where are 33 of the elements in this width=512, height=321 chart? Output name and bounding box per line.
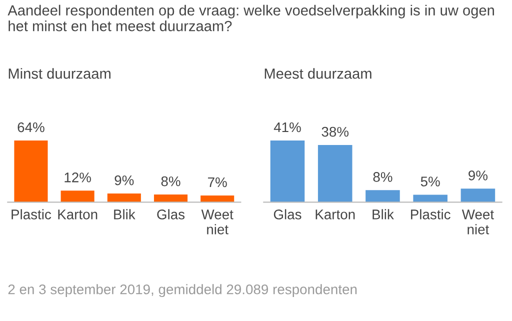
text: 2 en 3 september 2019, gemiddeld 29.089 respondenten [8,284,357,298]
chart-subtitle: Minst duurzaam [8,68,110,79]
data-label: 5% [420,176,440,186]
bar [366,190,400,202]
data-label: 12% [64,172,91,182]
bar [107,194,141,202]
bar [60,190,94,202]
data-label: 9% [468,170,488,180]
data-label: 8% [161,176,180,186]
data-label: 41% [274,122,301,132]
data-label: 9% [114,175,134,186]
x-tick-label: Glas [157,209,185,220]
data-label: 8% [373,172,392,182]
data-label: 64% [18,122,44,132]
data-label: 38% [322,126,349,137]
x-tick-label: Plastic [12,209,52,220]
x-tick-label: Karton [58,210,98,220]
chart-subtitle: Meest duurzaam [264,68,372,79]
chart-title: Aandeel respondenten op de vraag: welke voedselverpakking is in uw ogen het minst en het meest duurzaam? [8,4,494,32]
x-tick-label: Weet niet [462,210,494,234]
x-tick-label: Blik [114,209,136,220]
x-tick-label: Plastic [411,209,450,220]
bar [270,140,305,202]
bar [413,194,448,202]
x-tick-label: Karton [316,210,355,220]
bar [318,145,352,202]
bar [460,188,496,202]
data-label: 7% [208,177,227,188]
bar [14,140,48,202]
x-tick-label: Glas [274,209,302,220]
x-tick-label: Weet niet [201,210,234,234]
bar [154,194,188,202]
x-tick-label: Blik [372,209,394,220]
